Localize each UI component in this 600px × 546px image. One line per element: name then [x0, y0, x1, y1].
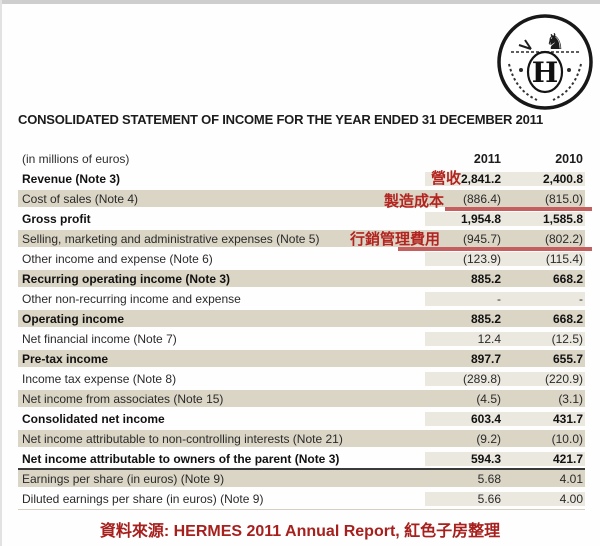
logo-dot-left — [519, 68, 523, 72]
red-emphasis-underline — [445, 207, 592, 211]
value-2010: (115.4) — [501, 251, 585, 266]
row-label: Net income from associates (Note 15) — [22, 391, 224, 406]
value-2011: (945.7) — [462, 231, 501, 246]
row-label: Net financial income (Note 7) — [22, 331, 177, 346]
value-2011: 897.7 — [470, 351, 501, 366]
table-row: Gross profit 1,954.8 1,585.8 — [18, 210, 585, 227]
value-2011: (123.9) — [425, 251, 501, 266]
value-2010: 2,400.8 — [501, 171, 585, 186]
table-row: Pre-tax income 897.7 655.7 — [18, 350, 585, 367]
row-label: Income tax expense (Note 8) — [22, 371, 177, 386]
source-attribution: 資料來源: HERMES 2011 Annual Report, 紅色子房整理 — [99, 523, 501, 540]
value-2011: (289.8) — [425, 371, 501, 386]
table-row: Cost of sales (Note 4) (886.4) (815.0) 製造成本 — [18, 190, 592, 211]
table-row: Net income attributable to non-controlli… — [18, 430, 585, 447]
horse-icon: ♞ — [545, 30, 565, 55]
chinese-annotation: 行銷管理費用 — [349, 231, 440, 248]
value-2010: (3.1) — [558, 391, 583, 406]
table-row: Income tax expense (Note 8) (289.8) (220.9… — [18, 370, 585, 387]
value-2010: 4.00 — [501, 491, 585, 506]
table-row: Selling, marketing and administrative ex… — [18, 230, 592, 251]
value-2010: (10.0) — [551, 431, 583, 446]
table-row: Net income attributable to owners of the… — [18, 450, 585, 470]
table-row: Operating income 885.2 668.2 — [18, 310, 585, 327]
value-2011: 603.4 — [425, 411, 501, 426]
table-row: Other non-recurring income and expense - - — [18, 290, 585, 307]
table-row: Consolidated net income 603.4 431.7 — [18, 410, 585, 427]
value-2010: (220.9) — [501, 371, 585, 386]
chinese-annotation: 營收 — [430, 170, 461, 187]
row-label: Recurring operating income (Note 3) — [22, 271, 231, 286]
value-2011: 5.68 — [477, 471, 501, 486]
row-label: Other non-recurring income and expense — [22, 291, 241, 306]
value-2010: 431.7 — [501, 411, 585, 426]
logo-ornament-left — [518, 39, 532, 50]
value-2011: - — [425, 291, 501, 306]
table-row: Earnings per share (in euros) (Note 9) 5.… — [18, 470, 585, 487]
page-title: CONSOLIDATED STATEMENT OF INCOME FOR THE… — [18, 112, 544, 127]
table-row: Recurring operating income (Note 3) 885.2… — [18, 270, 585, 287]
table-header-row: (in millions of euros) 2011 2010 — [18, 150, 585, 167]
value-2010: 668.2 — [552, 311, 583, 326]
value-2011: 5.66 — [425, 491, 501, 506]
value-2011: (9.2) — [476, 431, 501, 446]
row-label: Consolidated net income — [22, 411, 165, 426]
unit-label: (in millions of euros) — [22, 151, 130, 166]
value-2010: 421.7 — [501, 451, 585, 466]
logo-dot-right — [567, 68, 571, 72]
value-2010: (815.0) — [544, 191, 583, 206]
red-emphasis-underline — [398, 247, 592, 251]
value-2010: 1,585.8 — [501, 211, 585, 226]
value-2011: (4.5) — [476, 391, 501, 406]
page-top-edge — [0, 0, 600, 4]
value-2011: (886.4) — [462, 191, 501, 206]
row-label: Cost of sales (Note 4) — [22, 191, 139, 206]
row-label: Diluted earnings per share (in euros) (N… — [22, 491, 264, 506]
row-label: Gross profit — [22, 211, 91, 226]
row-label: Selling, marketing and administrative ex… — [22, 231, 320, 246]
row-label: Net income attributable to non-controlli… — [22, 431, 343, 446]
value-2011: 12.4 — [425, 331, 501, 346]
page-left-edge — [0, 0, 2, 546]
table-row: Revenue (Note 3) 2,841.2 2,400.8 營收 — [18, 170, 585, 187]
value-2010: (12.5) — [501, 331, 585, 346]
value-2011: 1,954.8 — [425, 211, 501, 226]
value-2010: - — [501, 291, 585, 306]
income-table: (in millions of euros) 2011 2010 Revenue… — [18, 150, 592, 510]
value-2010: (802.2) — [544, 231, 583, 246]
table-row: Net financial income (Note 7) 12.4 (12.5) — [18, 330, 585, 347]
column-header-2010: 2010 — [555, 151, 583, 166]
row-label: Other income and expense (Note 6) — [22, 251, 213, 266]
table-bottom-rule — [18, 509, 585, 510]
logo-center-oval — [526, 50, 564, 94]
row-label: Pre-tax income — [22, 351, 109, 366]
value-2011: 594.3 — [425, 451, 501, 466]
row-label: Net income attributable to owners of the… — [22, 451, 340, 466]
chinese-annotation: 製造成本 — [383, 193, 444, 210]
column-header-2011: 2011 — [473, 151, 501, 166]
value-2010: 4.01 — [559, 471, 583, 486]
value-2010: 668.2 — [552, 271, 583, 286]
table-row: Diluted earnings per share (in euros) (N… — [18, 490, 585, 507]
row-label: Earnings per share (in euros) (Note 9) — [22, 471, 225, 486]
row-label: Revenue (Note 3) — [22, 171, 121, 186]
hermes-logo: ♞ H — [497, 14, 593, 110]
value-2011: 2,841.2 — [425, 171, 501, 186]
logo-h-letter: H — [532, 56, 558, 89]
value-2011: 885.2 — [470, 311, 501, 326]
table-row: Net income from associates (Note 15) (4.5… — [18, 390, 585, 407]
row-label: Operating income — [22, 311, 125, 326]
value-2011: 885.2 — [470, 271, 501, 286]
table-row: Other income and expense (Note 6) (123.9)… — [18, 250, 585, 267]
value-2010: 655.7 — [552, 351, 583, 366]
